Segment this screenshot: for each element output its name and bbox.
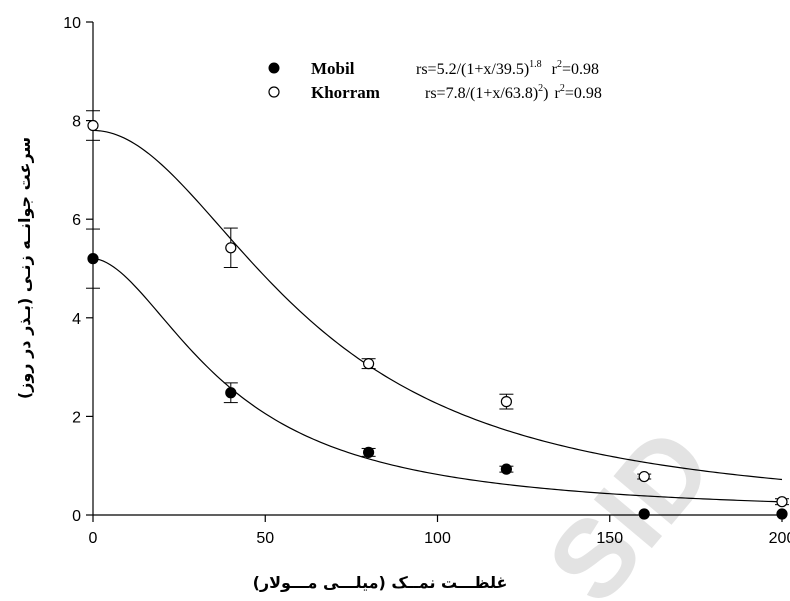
x-ticks: 0 50 100 150 200	[89, 515, 790, 547]
data-point-mobil	[638, 508, 650, 520]
x-tick-label: 0	[89, 530, 98, 547]
x-tick-label: 200	[769, 530, 790, 547]
equation-mobil-r-sup: 2	[557, 59, 562, 70]
y-tick-label: 2	[72, 409, 81, 426]
legend-equation-khorram: rs=7.8/(1+x/63.8)2) r2=0.98	[425, 83, 602, 102]
data-point-mobil	[500, 463, 512, 475]
equation-khorram-r: r	[554, 85, 560, 102]
plot-area: 0 2 4 6 8 10 0 50 100 150 200	[63, 15, 790, 547]
x-tick-label: 50	[256, 530, 274, 547]
x-axis-title: غلظـــت نمــک (میلـــی مـــولار)	[253, 573, 508, 592]
equation-khorram-exp: 2	[538, 83, 543, 94]
equation-mobil-r2: =0.98	[562, 61, 599, 78]
data-point-khorram	[225, 242, 237, 254]
fit-curve-mobil	[92, 258, 783, 503]
legend-equation-mobil: rs=5.2/(1+x/39.5)1.8 r2=0.98	[416, 59, 599, 78]
legend-label-khorram: Khorram	[311, 83, 380, 102]
x-tick-label: 100	[424, 530, 451, 547]
legend-label-mobil: Mobil	[311, 59, 355, 78]
data-point-khorram	[87, 119, 99, 132]
x-tick-label: 150	[596, 530, 623, 547]
data-point-mobil	[225, 387, 237, 399]
data-point-khorram	[500, 396, 512, 408]
data-point-mobil	[87, 253, 99, 265]
equation-mobil-main: rs=5.2/(1+x/39.5)	[416, 61, 529, 78]
y-tick-label: 6	[72, 212, 81, 229]
equation-mobil-exp: 1.8	[529, 59, 542, 70]
equation-mobil-r: r	[552, 61, 558, 78]
y-tick-label: 0	[72, 508, 81, 525]
data-point-khorram	[363, 358, 375, 370]
data-point-mobil	[776, 508, 788, 520]
legend-marker-mobil	[268, 62, 280, 74]
fit-curves	[92, 129, 783, 503]
fit-curve-khorram	[92, 129, 783, 481]
watermark-text: SID	[524, 406, 736, 601]
y-tick-label: 8	[72, 114, 81, 131]
y-tick-label: 4	[72, 311, 81, 328]
data-point-khorram	[638, 470, 650, 483]
data-point-khorram	[776, 496, 788, 508]
y-ticks: 0 2 4 6 8 10	[63, 15, 93, 525]
legend: Mobil rs=5.2/(1+x/39.5)1.8 r2=0.98 Khorra…	[268, 59, 602, 102]
equation-khorram-r2: =0.98	[565, 85, 602, 102]
equation-khorram-main: rs=7.8/(1+x/63.8)	[425, 85, 538, 102]
equation-khorram-r-sup: 2	[560, 83, 565, 94]
y-axis-title: سرعت جوانــه زنـی (بـذر در روز)	[15, 137, 34, 399]
legend-marker-khorram	[268, 86, 280, 98]
equation-khorram-tail: )	[543, 85, 548, 102]
y-tick-label: 10	[63, 15, 81, 32]
data-points	[87, 119, 788, 520]
data-point-mobil	[363, 446, 375, 458]
